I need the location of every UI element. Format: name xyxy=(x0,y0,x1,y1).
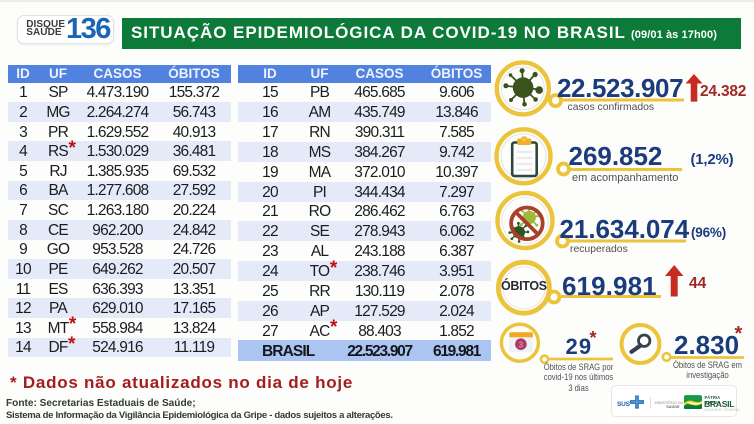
svg-text:ÓBITOS: ÓBITOS xyxy=(501,278,547,293)
svg-text:3: 3 xyxy=(519,340,524,350)
